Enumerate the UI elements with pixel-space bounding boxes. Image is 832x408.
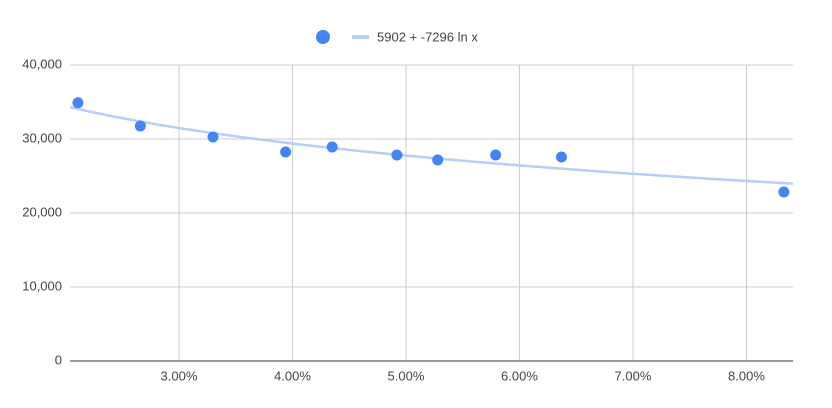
point [555,151,567,163]
x-tick-label: 6.00% [501,368,538,383]
point [391,149,403,161]
x-tick-label: 4.00% [274,368,311,383]
point [280,146,292,158]
legend-marker [316,30,330,44]
y-tick-label: 20,000 [22,204,62,219]
y-tick-label: 40,000 [22,56,62,71]
y-tick-label: 30,000 [22,130,62,145]
x-tick-label: 3.00% [161,368,198,383]
point [432,154,444,166]
y-tick-label: 10,000 [22,278,62,293]
point [490,149,502,161]
legend-label: 5902 + -7296 ln x [377,29,478,44]
y-tick-label: 0 [55,352,62,367]
x-tick-label: 5.00% [388,368,425,383]
point [778,186,790,198]
x-tick-label: 8.00% [728,368,765,383]
point [207,131,219,143]
trendline [69,105,794,185]
point [134,120,146,132]
point [326,141,338,153]
point [72,97,84,109]
x-tick-label: 7.00% [615,368,652,383]
